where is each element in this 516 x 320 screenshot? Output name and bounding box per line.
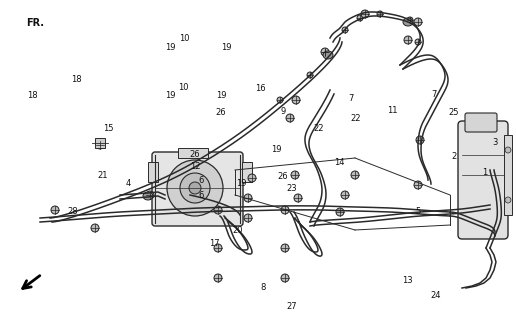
Circle shape <box>214 206 222 214</box>
Text: 1: 1 <box>482 168 488 177</box>
Text: 26: 26 <box>278 172 288 181</box>
Circle shape <box>214 244 222 252</box>
Text: 19: 19 <box>165 43 175 52</box>
Text: 13: 13 <box>402 276 413 285</box>
Text: 16: 16 <box>255 84 266 93</box>
Circle shape <box>322 49 328 55</box>
Circle shape <box>167 160 223 216</box>
Text: 26: 26 <box>190 150 200 159</box>
Circle shape <box>292 96 300 104</box>
Text: 6: 6 <box>199 176 204 185</box>
Bar <box>95 138 105 148</box>
Circle shape <box>294 194 302 202</box>
Text: 17: 17 <box>209 239 219 248</box>
Circle shape <box>286 114 294 122</box>
Text: 28: 28 <box>67 207 77 216</box>
Text: 10: 10 <box>178 83 188 92</box>
Text: 18: 18 <box>71 76 82 84</box>
Circle shape <box>321 48 329 56</box>
Text: 6: 6 <box>199 191 204 200</box>
Ellipse shape <box>403 18 413 26</box>
Circle shape <box>244 194 252 202</box>
Text: 15: 15 <box>103 124 114 133</box>
Text: 23: 23 <box>286 184 297 193</box>
Circle shape <box>248 174 256 182</box>
Circle shape <box>404 36 412 44</box>
Circle shape <box>96 141 104 149</box>
Text: FR.: FR. <box>26 18 44 28</box>
Circle shape <box>415 39 421 45</box>
Ellipse shape <box>143 192 153 200</box>
Text: 19: 19 <box>236 180 246 188</box>
Text: 25: 25 <box>449 108 459 117</box>
Text: 3: 3 <box>493 138 498 147</box>
Circle shape <box>505 197 511 203</box>
Circle shape <box>505 147 511 153</box>
Circle shape <box>281 206 289 214</box>
Circle shape <box>351 171 359 179</box>
Text: 12: 12 <box>190 162 200 171</box>
Circle shape <box>281 244 289 252</box>
Circle shape <box>342 27 348 33</box>
Text: 20: 20 <box>232 226 243 235</box>
Text: 22: 22 <box>314 124 324 133</box>
Text: 7: 7 <box>348 94 353 103</box>
Circle shape <box>146 191 154 199</box>
Text: 4: 4 <box>125 179 131 188</box>
Circle shape <box>180 173 210 203</box>
FancyBboxPatch shape <box>458 121 508 239</box>
Circle shape <box>341 191 349 199</box>
Circle shape <box>277 97 283 103</box>
Text: 22: 22 <box>351 114 361 123</box>
Bar <box>242 162 252 182</box>
Circle shape <box>307 72 313 78</box>
Circle shape <box>281 274 289 282</box>
Text: 18: 18 <box>27 91 37 100</box>
Bar <box>178 148 208 158</box>
Text: 14: 14 <box>334 158 345 167</box>
Text: 5: 5 <box>415 207 421 216</box>
FancyBboxPatch shape <box>465 113 497 132</box>
Text: 9: 9 <box>280 108 285 116</box>
Circle shape <box>189 182 201 194</box>
Text: 19: 19 <box>165 91 175 100</box>
Bar <box>148 162 158 182</box>
FancyBboxPatch shape <box>152 152 243 226</box>
Text: 27: 27 <box>286 302 297 311</box>
Circle shape <box>291 171 299 179</box>
Circle shape <box>414 181 422 189</box>
Bar <box>504 135 512 215</box>
Text: 21: 21 <box>97 171 107 180</box>
Text: 2: 2 <box>452 152 457 161</box>
Text: 8: 8 <box>261 284 266 292</box>
Circle shape <box>407 17 413 23</box>
Circle shape <box>91 224 99 232</box>
Circle shape <box>357 15 363 21</box>
Circle shape <box>416 136 424 144</box>
Circle shape <box>377 11 383 17</box>
Circle shape <box>361 10 369 18</box>
Circle shape <box>336 208 344 216</box>
Text: 11: 11 <box>387 106 397 115</box>
Text: 19: 19 <box>216 91 226 100</box>
Text: 19: 19 <box>221 43 231 52</box>
Ellipse shape <box>323 51 333 59</box>
Text: 7: 7 <box>432 90 437 99</box>
Text: 19: 19 <box>271 145 281 154</box>
Text: 26: 26 <box>216 108 226 117</box>
Circle shape <box>414 18 422 26</box>
Text: 24: 24 <box>431 292 441 300</box>
Circle shape <box>51 206 59 214</box>
Circle shape <box>244 214 252 222</box>
Text: 10: 10 <box>180 34 190 43</box>
Circle shape <box>214 274 222 282</box>
